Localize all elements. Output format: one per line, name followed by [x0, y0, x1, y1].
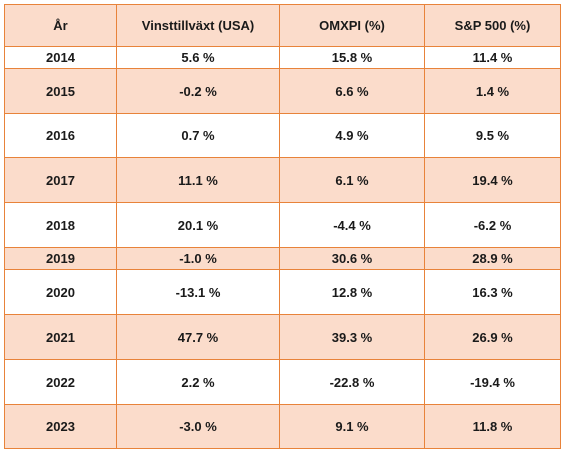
- year-cell: 2023: [4, 404, 117, 449]
- header-omxpi: OMXPI (%): [279, 4, 425, 47]
- year-cell: 2017: [4, 157, 117, 203]
- table-row: 2018 20.1 % -4.4 % -6.2 %: [4, 202, 561, 248]
- sp500-cell: 11.4 %: [424, 46, 561, 69]
- omxpi-cell: 30.6 %: [279, 247, 425, 270]
- year-cell: 2016: [4, 113, 117, 158]
- header-year: År: [4, 4, 117, 47]
- table-row: 2020 -13.1 % 12.8 % 16.3 %: [4, 269, 561, 315]
- omxpi-cell: 39.3 %: [279, 314, 425, 360]
- table-row: 2014 5.6 % 15.8 % 11.4 %: [4, 46, 561, 69]
- table-row: 2016 0.7 % 4.9 % 9.5 %: [4, 113, 561, 158]
- table-row: 2019 -1.0 % 30.6 % 28.9 %: [4, 247, 561, 270]
- omxpi-cell: 6.6 %: [279, 68, 425, 114]
- header-earnings-growth: Vinsttillväxt (USA): [116, 4, 280, 47]
- earnings-growth-cell: 20.1 %: [116, 202, 280, 248]
- earnings-growth-cell: -13.1 %: [116, 269, 280, 315]
- year-cell: 2019: [4, 247, 117, 270]
- sp500-cell: 19.4 %: [424, 157, 561, 203]
- earnings-growth-cell: -3.0 %: [116, 404, 280, 449]
- year-cell: 2022: [4, 359, 117, 405]
- earnings-growth-cell: 0.7 %: [116, 113, 280, 158]
- table-row: 2022 2.2 % -22.8 % -19.4 %: [4, 359, 561, 405]
- omxpi-cell: 9.1 %: [279, 404, 425, 449]
- omxpi-cell: 15.8 %: [279, 46, 425, 69]
- earnings-growth-cell: 47.7 %: [116, 314, 280, 360]
- sp500-cell: 1.4 %: [424, 68, 561, 114]
- sp500-cell: -19.4 %: [424, 359, 561, 405]
- year-cell: 2020: [4, 269, 117, 315]
- sp500-cell: 9.5 %: [424, 113, 561, 158]
- omxpi-cell: 6.1 %: [279, 157, 425, 203]
- year-cell: 2021: [4, 314, 117, 360]
- sp500-cell: 26.9 %: [424, 314, 561, 360]
- table-row: 2015 -0.2 % 6.6 % 1.4 %: [4, 68, 561, 114]
- earnings-growth-cell: 11.1 %: [116, 157, 280, 203]
- returns-table: År Vinsttillväxt (USA) OMXPI (%) S&P 500…: [4, 4, 561, 449]
- sp500-cell: 28.9 %: [424, 247, 561, 270]
- year-cell: 2018: [4, 202, 117, 248]
- sp500-cell: -6.2 %: [424, 202, 561, 248]
- table-row: 2023 -3.0 % 9.1 % 11.8 %: [4, 404, 561, 449]
- earnings-growth-cell: -1.0 %: [116, 247, 280, 270]
- omxpi-cell: 4.9 %: [279, 113, 425, 158]
- year-cell: 2015: [4, 68, 117, 114]
- header-row: År Vinsttillväxt (USA) OMXPI (%) S&P 500…: [4, 4, 561, 47]
- earnings-growth-cell: 5.6 %: [116, 46, 280, 69]
- sp500-cell: 16.3 %: [424, 269, 561, 315]
- sp500-cell: 11.8 %: [424, 404, 561, 449]
- table-row: 2017 11.1 % 6.1 % 19.4 %: [4, 157, 561, 203]
- omxpi-cell: -22.8 %: [279, 359, 425, 405]
- header-sp500: S&P 500 (%): [424, 4, 561, 47]
- year-cell: 2014: [4, 46, 117, 69]
- earnings-growth-cell: -0.2 %: [116, 68, 280, 114]
- data-table-container: År Vinsttillväxt (USA) OMXPI (%) S&P 500…: [4, 4, 561, 449]
- omxpi-cell: -4.4 %: [279, 202, 425, 248]
- table-row: 2021 47.7 % 39.3 % 26.9 %: [4, 314, 561, 360]
- omxpi-cell: 12.8 %: [279, 269, 425, 315]
- earnings-growth-cell: 2.2 %: [116, 359, 280, 405]
